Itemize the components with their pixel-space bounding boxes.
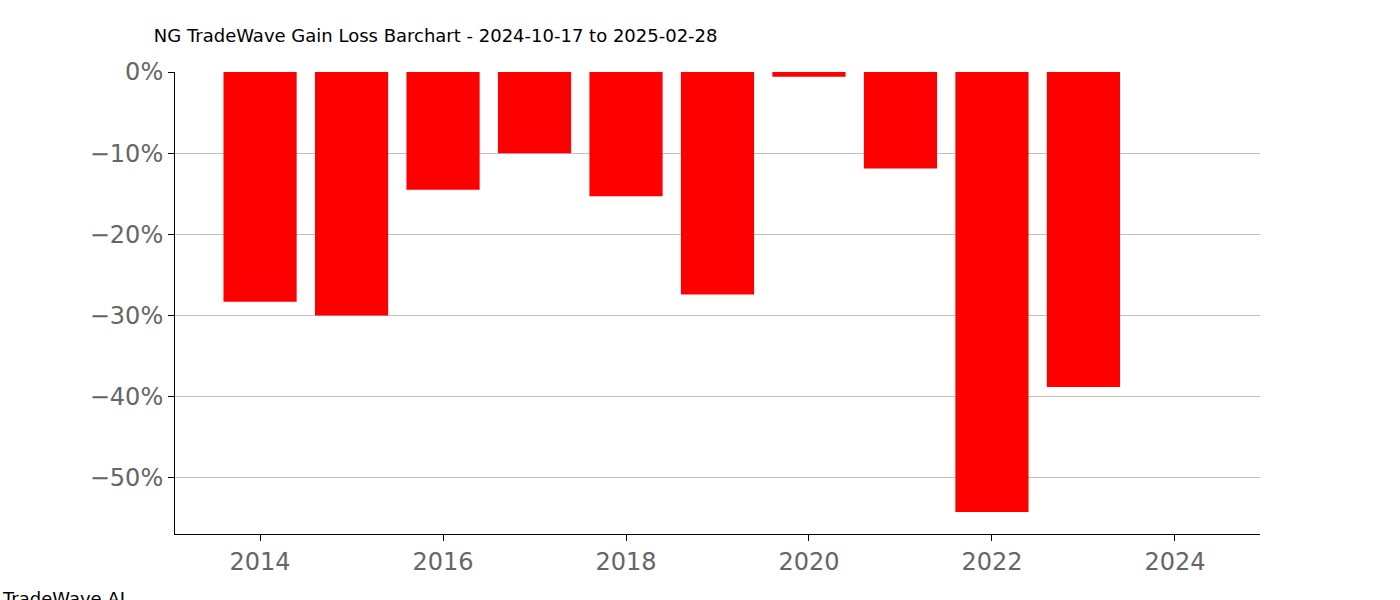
svg-text:2020: 2020 (778, 548, 839, 576)
svg-text:2018: 2018 (595, 548, 656, 576)
svg-text:NG TradeWave Gain Loss Barchar: NG TradeWave Gain Loss Barchart - 2024-1… (154, 25, 718, 46)
svg-text:−10%: −10% (90, 140, 163, 168)
svg-text:0%: 0% (125, 58, 163, 86)
svg-text:2014: 2014 (230, 548, 291, 576)
svg-text:2022: 2022 (961, 548, 1022, 576)
svg-text:−30%: −30% (90, 302, 163, 330)
svg-text:−50%: −50% (90, 464, 163, 492)
svg-text:TradeWave.AI: TradeWave.AI (2, 588, 125, 600)
svg-text:−20%: −20% (90, 221, 163, 249)
svg-text:2024: 2024 (1144, 548, 1205, 576)
svg-text:2016: 2016 (413, 548, 474, 576)
svg-text:−40%: −40% (90, 383, 163, 411)
